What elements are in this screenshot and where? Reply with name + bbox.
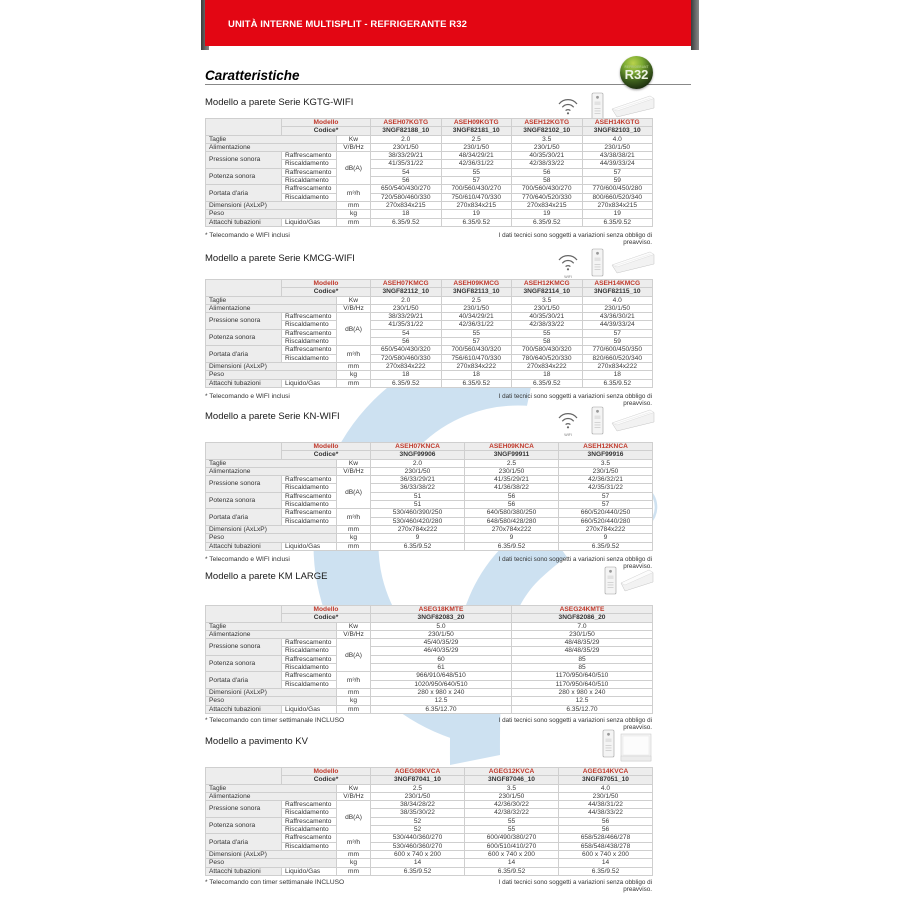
svg-text:WIFI: WIFI <box>564 433 572 437</box>
